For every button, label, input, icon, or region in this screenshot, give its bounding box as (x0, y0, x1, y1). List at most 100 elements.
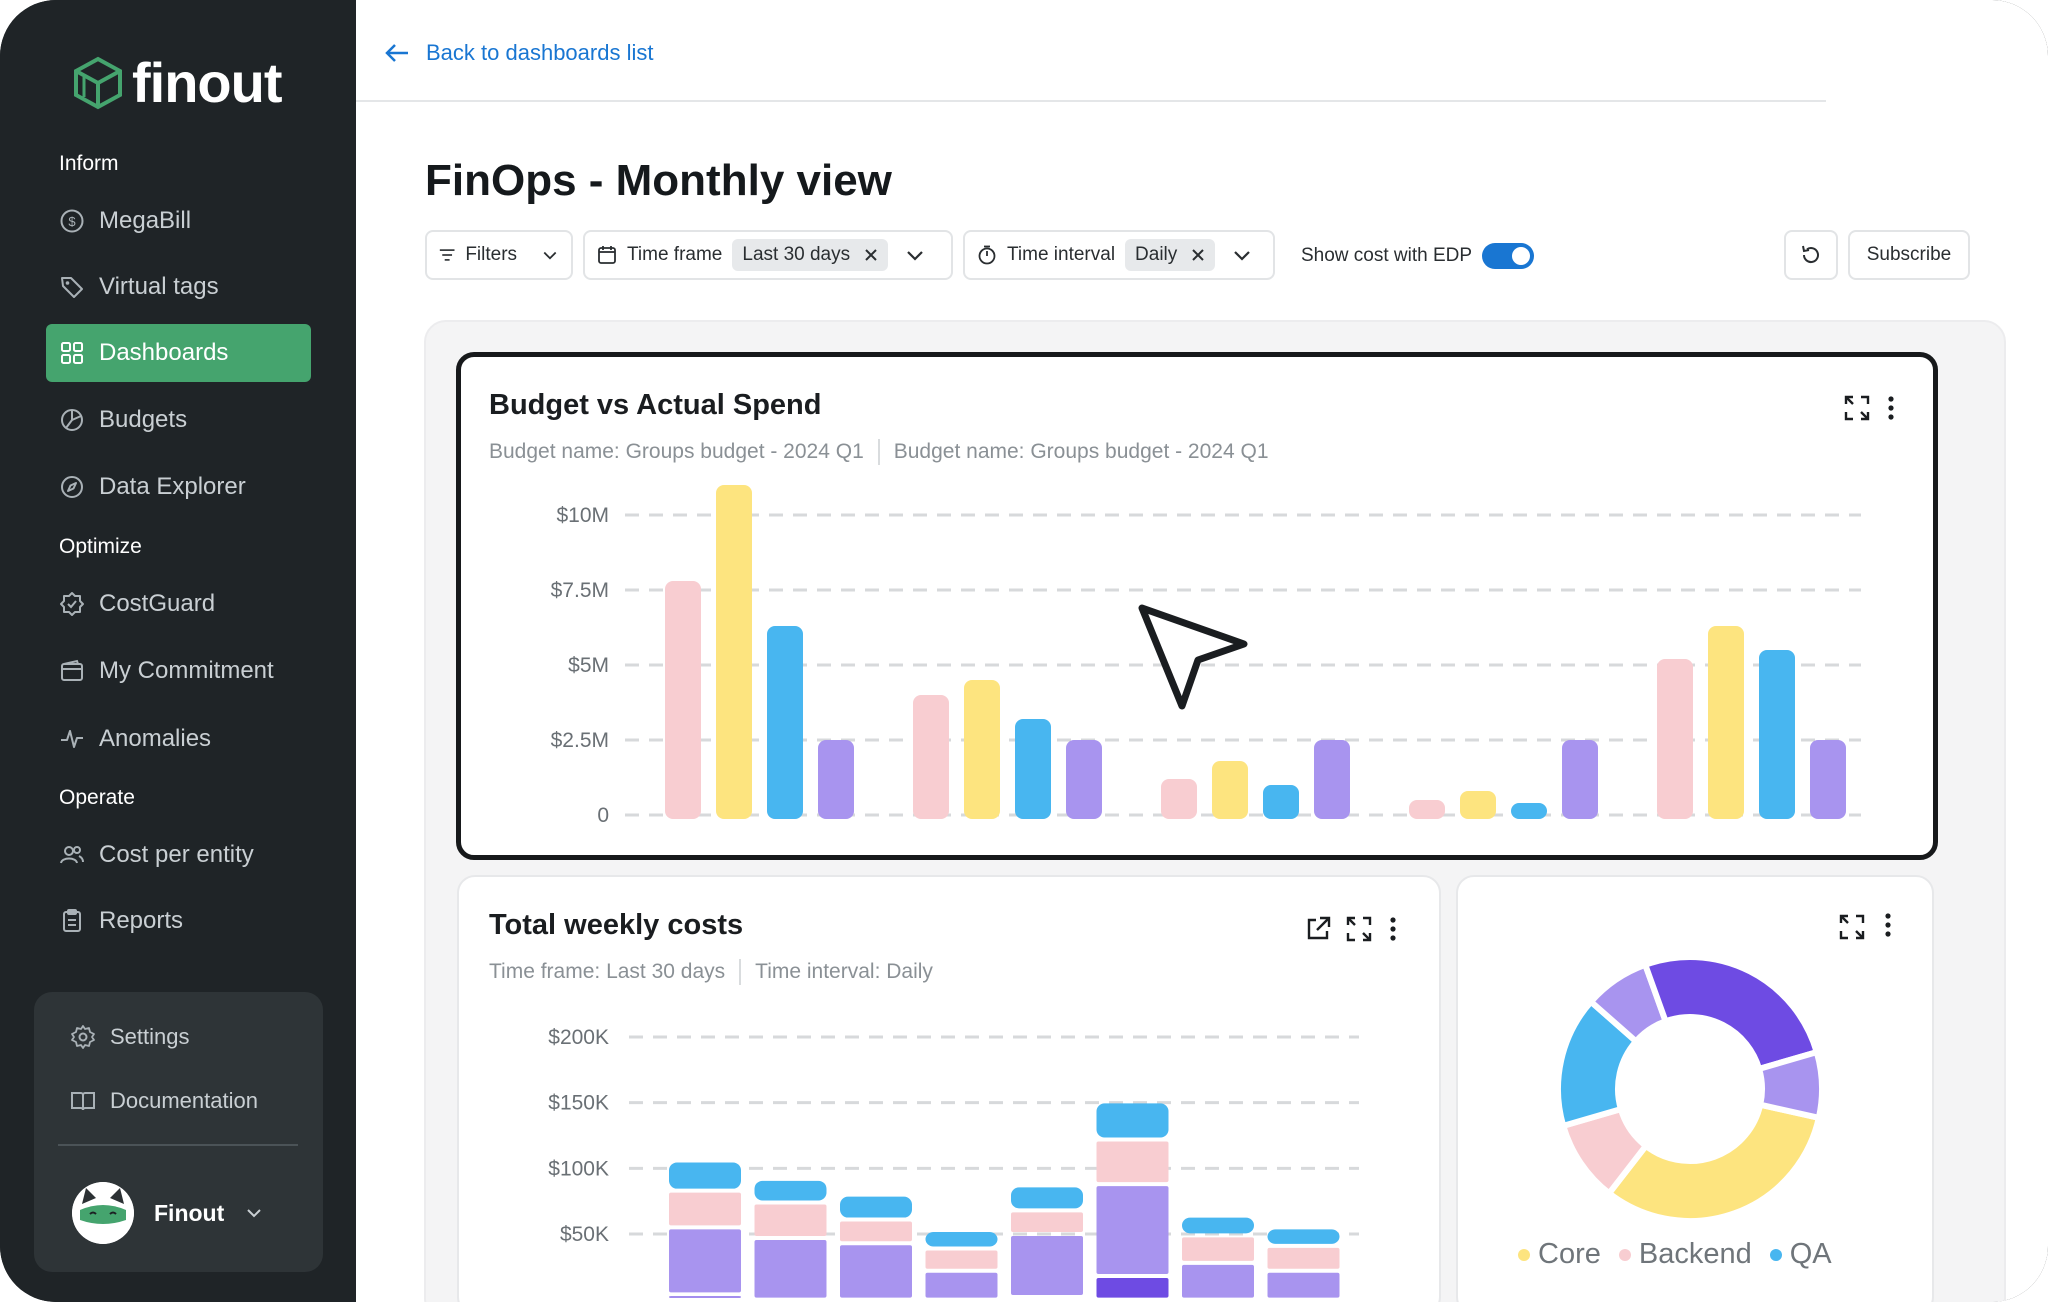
sidebar-item-my-commitment[interactable]: My Commitment (46, 642, 311, 700)
bar-segment[interactable] (925, 1232, 998, 1247)
sidebar-item-costguard[interactable]: CostGuard (46, 575, 311, 633)
bar[interactable] (913, 695, 949, 819)
legend-label: QA (1789, 1238, 1832, 1270)
bar-segment[interactable] (1267, 1272, 1340, 1298)
y-tick-label: $150K (548, 1092, 609, 1115)
section-optimize: Optimize (59, 535, 142, 558)
bar[interactable] (665, 581, 701, 819)
bar[interactable] (1511, 803, 1547, 819)
bar-segment[interactable] (669, 1229, 741, 1293)
bar[interactable] (1314, 740, 1350, 819)
refresh-button[interactable] (1784, 230, 1838, 280)
widget-budget-vs-actual[interactable]: Budget vs Actual Spend Budget name: Grou… (456, 352, 1938, 860)
bar[interactable] (1657, 659, 1693, 819)
more-vertical-icon[interactable] (1877, 394, 1905, 422)
gear-icon (71, 1025, 95, 1049)
bar-segment[interactable] (1182, 1217, 1254, 1234)
budget-bar-chart: $10M $7.5M $5M $2.5M 0 (551, 485, 1861, 827)
sidebar-item-dashboards[interactable]: Dashboards (46, 324, 311, 382)
legend-item-backend[interactable]: Backend (1618, 1238, 1752, 1271)
bar[interactable] (1759, 650, 1795, 819)
bar[interactable] (1015, 719, 1051, 819)
subscribe-button[interactable]: Subscribe (1848, 230, 1970, 280)
bar-segment[interactable] (1267, 1229, 1340, 1244)
donut-slice[interactable] (1641, 954, 1821, 1073)
bar-segment[interactable] (669, 1296, 741, 1298)
y-tick-label: $100K (548, 1157, 609, 1180)
brand-logo[interactable]: finout (70, 50, 282, 115)
expand-icon[interactable] (1838, 913, 1866, 941)
time-interval-select[interactable]: Time interval Daily (963, 230, 1275, 280)
close-icon[interactable] (1191, 248, 1205, 262)
bar-segment[interactable] (1096, 1186, 1169, 1275)
legend-label: Core (1538, 1238, 1601, 1270)
expand-icon[interactable] (1345, 915, 1373, 943)
bar-segment[interactable] (840, 1221, 912, 1242)
avatar (72, 1182, 134, 1244)
legend-item-qa[interactable]: QA (1769, 1238, 1832, 1271)
sidebar-item-virtual-tags[interactable]: Virtual tags (46, 258, 311, 316)
donut-slice[interactable] (1604, 1101, 1823, 1224)
bar-segment[interactable] (669, 1162, 741, 1189)
bar-segment[interactable] (754, 1180, 827, 1201)
legend-item-core[interactable]: Core (1518, 1238, 1601, 1271)
external-link-icon[interactable] (1304, 915, 1332, 943)
sidebar-item-label: MegaBill (99, 207, 192, 234)
edp-toggle[interactable] (1482, 243, 1535, 269)
sidebar-item-budgets[interactable]: Budgets (46, 391, 311, 449)
back-to-dashboards-link[interactable]: Back to dashboards list (384, 40, 653, 66)
sidebar-item-megabill[interactable]: $ MegaBill (46, 192, 311, 250)
bar-segment[interactable] (925, 1250, 998, 1269)
more-vertical-icon[interactable] (1379, 915, 1407, 943)
time-frame-select[interactable]: Time frame Last 30 days (583, 230, 953, 280)
pie-icon (61, 409, 83, 431)
bar[interactable] (1066, 740, 1102, 819)
bar-segment[interactable] (1011, 1212, 1083, 1232)
bar[interactable] (767, 626, 803, 819)
bar-segment[interactable] (1096, 1103, 1169, 1138)
bar[interactable] (818, 740, 854, 819)
bar[interactable] (1810, 740, 1846, 819)
bar-segment[interactable] (1182, 1264, 1254, 1298)
bar[interactable] (1460, 791, 1496, 819)
bar[interactable] (1212, 761, 1248, 819)
sidebar-item-reports[interactable]: Reports (46, 892, 311, 950)
widget-total-weekly-costs[interactable]: Total weekly costs Time frame: Last 30 d… (457, 875, 1441, 1302)
dollar-circle-icon: $ (60, 209, 84, 233)
bar[interactable] (1562, 740, 1598, 819)
bar-segment[interactable] (925, 1272, 998, 1298)
donut-slice[interactable] (1755, 1048, 1825, 1122)
bar[interactable] (1161, 779, 1197, 819)
widget-subtitle-1: Budget name: Groups budget - 2024 Q1 (489, 440, 864, 463)
sidebar-item-anomalies[interactable]: Anomalies (46, 710, 311, 768)
widget-subtitle-2: Time interval: Daily (755, 960, 933, 983)
sidebar-item-data-explorer[interactable]: Data Explorer (46, 458, 311, 516)
bar-segment[interactable] (1011, 1187, 1083, 1209)
bar[interactable] (716, 485, 752, 819)
bar-segment[interactable] (840, 1245, 912, 1298)
bar-segment[interactable] (1182, 1237, 1254, 1261)
bar[interactable] (1708, 626, 1744, 819)
widget-donut[interactable] (1456, 875, 1934, 1302)
settings-link[interactable]: Settings (70, 1024, 190, 1050)
bar-segment[interactable] (1096, 1278, 1169, 1298)
bar[interactable] (1263, 785, 1299, 819)
bar[interactable] (964, 680, 1000, 819)
bar-segment[interactable] (669, 1192, 741, 1226)
more-vertical-icon[interactable] (1874, 911, 1902, 939)
mouse-pointer-icon (1138, 604, 1248, 710)
documentation-link[interactable]: Documentation (70, 1088, 258, 1114)
bar-segment[interactable] (754, 1239, 827, 1298)
bar-segment[interactable] (1267, 1247, 1340, 1269)
bar-segment[interactable] (1011, 1236, 1083, 1296)
bar-segment[interactable] (1096, 1141, 1169, 1183)
filters-button[interactable]: Filters (425, 230, 573, 280)
user-menu[interactable]: Finout (72, 1182, 264, 1244)
expand-icon[interactable] (1843, 394, 1871, 422)
bar-segment[interactable] (840, 1196, 912, 1218)
bar-segment[interactable] (754, 1204, 827, 1236)
close-icon[interactable] (864, 248, 878, 262)
bar[interactable] (1409, 800, 1445, 819)
sidebar-item-cost-per-entity[interactable]: Cost per entity (46, 826, 311, 884)
